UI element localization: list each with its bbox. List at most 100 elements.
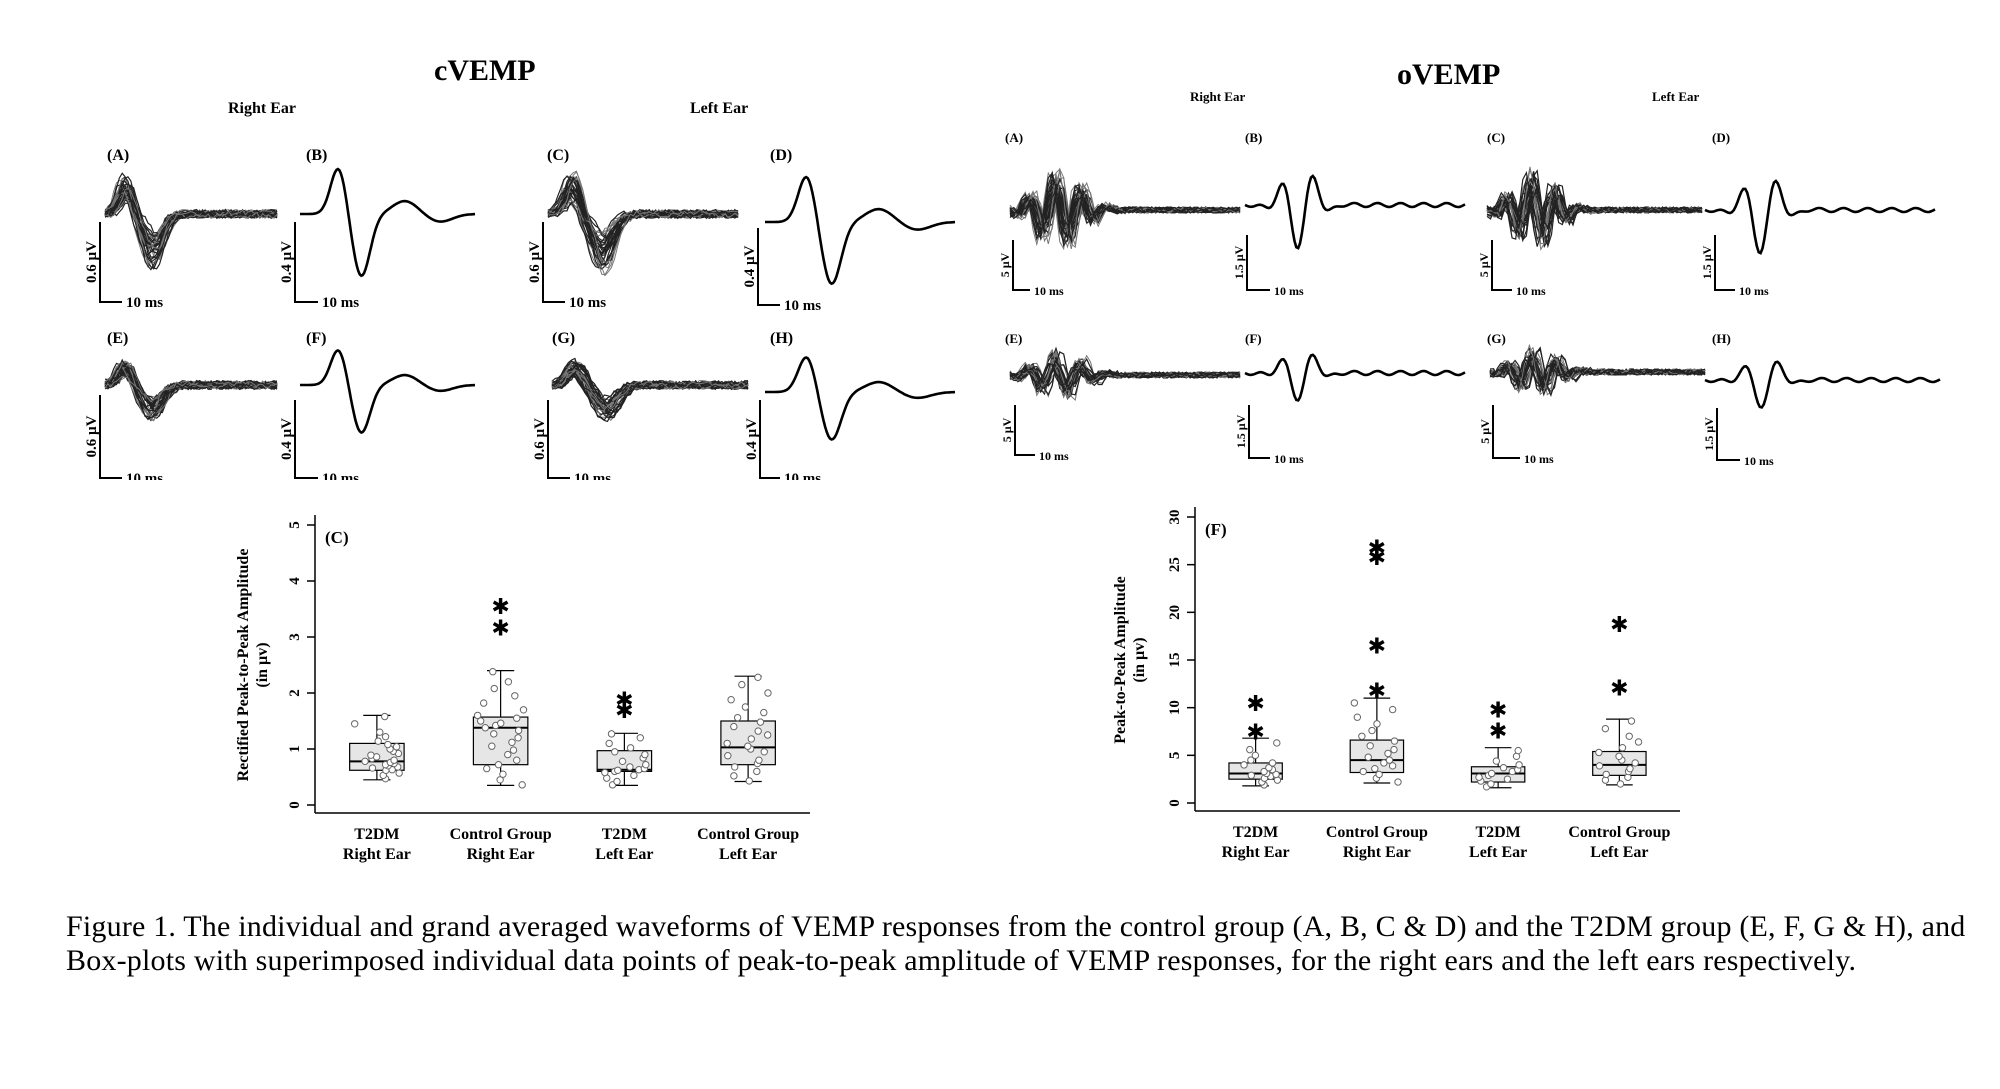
data-point <box>1247 771 1256 780</box>
data-point <box>1247 756 1255 764</box>
data-point <box>754 673 762 682</box>
panel-label: (H) <box>1712 331 1731 346</box>
amplitude-scale-label: 5 µV <box>1478 419 1492 444</box>
data-point <box>601 768 609 777</box>
category-label: Right Ear <box>467 846 535 863</box>
time-scale-label: 10 ms <box>784 298 821 314</box>
individual-trace <box>1489 356 1706 387</box>
category-label: Control Group <box>1568 824 1670 841</box>
time-scale-label: 10 ms <box>1039 449 1069 463</box>
data-point <box>760 748 768 756</box>
amplitude-scale-label: 0.4 µV <box>742 245 758 287</box>
grand-average-trace <box>765 356 956 441</box>
scale-bar <box>294 222 318 303</box>
data-point <box>741 703 750 711</box>
amplitude-scale-label: 1.5 µV <box>1232 245 1246 279</box>
data-point <box>630 771 638 780</box>
data-point <box>509 746 518 754</box>
y-tick-label: 15 <box>1167 653 1183 668</box>
data-point <box>490 730 498 738</box>
waveform-panels: (A) 0.6 µV 10 ms (B) 0.4 µV 10 ms (C) 0.6 µV 10 … <box>84 130 1941 480</box>
scale-bar <box>1716 408 1740 461</box>
data-point <box>514 726 523 735</box>
panel-label: (B) <box>1245 130 1262 145</box>
data-point <box>1503 775 1512 783</box>
cvemp-left-ear-label: Left Ear <box>690 100 749 117</box>
category-label: T2DM <box>602 826 647 843</box>
time-scale-label: 10 ms <box>1034 284 1064 298</box>
data-point <box>641 750 649 759</box>
data-point <box>519 706 528 714</box>
time-scale-label: 10 ms <box>126 295 163 311</box>
individual-trace <box>1489 355 1706 389</box>
y-tick-label: 30 <box>1167 510 1183 525</box>
time-scale-label: 10 ms <box>574 471 611 480</box>
data-point <box>518 781 526 789</box>
category-label: T2DM <box>1475 824 1520 841</box>
panel-label: (D) <box>770 147 792 164</box>
data-point <box>1380 759 1388 767</box>
panel-label: (E) <box>107 330 128 347</box>
panel-label: (C) <box>325 528 349 547</box>
data-point <box>1634 738 1643 746</box>
grand-average-trace <box>300 167 476 278</box>
time-scale-label: 10 ms <box>126 471 163 480</box>
individual-trace <box>1009 171 1241 245</box>
data-point <box>611 748 619 756</box>
panel-label: (F) <box>1245 331 1262 346</box>
data-point <box>1394 778 1402 786</box>
data-point <box>1385 756 1394 764</box>
scale-bar <box>1246 235 1270 291</box>
individual-trace <box>1489 358 1706 387</box>
data-point <box>755 756 763 764</box>
data-point <box>1272 770 1280 779</box>
y-tick-label: 25 <box>1167 557 1183 572</box>
y-tick-label: 2 <box>287 689 303 697</box>
scale-bar <box>547 400 570 479</box>
outlier-mark: ✱ <box>1610 612 1628 637</box>
data-point <box>1251 751 1260 760</box>
individual-trace <box>547 177 739 263</box>
data-point <box>384 740 392 749</box>
category-label: Right Ear <box>1343 844 1411 861</box>
data-point <box>1364 753 1372 761</box>
data-point <box>642 760 650 769</box>
amplitude-scale-label: 0.4 µV <box>279 241 295 283</box>
y-axis-label: (in µv) <box>254 642 271 687</box>
panel-label: (C) <box>547 147 569 164</box>
data-point <box>395 769 403 777</box>
data-point <box>1373 720 1381 728</box>
y-tick-label: 4 <box>287 577 303 585</box>
outlier-mark: ✱ <box>615 688 633 713</box>
data-point <box>1375 770 1383 779</box>
data-point <box>1514 746 1522 755</box>
data-point <box>511 692 519 700</box>
panel-label: (B) <box>306 147 327 164</box>
outlier-mark: ✱ <box>1368 634 1386 659</box>
scale-bar <box>542 222 565 303</box>
individual-trace <box>547 175 739 263</box>
time-scale-label: 10 ms <box>322 295 359 311</box>
box-plot-f: 0 5 10 15 20 25 30 Peak-to-Peak Amplitude (in µv… <box>1112 507 1680 861</box>
ovemp-title: oVEMP <box>1397 58 1501 91</box>
data-point <box>513 714 521 722</box>
data-point <box>1499 764 1508 772</box>
category-label: Left Ear <box>595 846 653 863</box>
data-point <box>744 742 752 750</box>
data-point <box>613 777 621 786</box>
amplitude-scale-label: 0.6 µV <box>84 241 100 283</box>
category-label: Left Ear <box>1469 844 1527 861</box>
outlier-mark: ✱ <box>1368 545 1386 570</box>
individual-trace <box>1489 343 1706 396</box>
time-scale-label: 10 ms <box>1516 284 1546 298</box>
category-label: Right Ear <box>343 846 411 863</box>
outlier-mark: ✱ <box>1368 679 1386 704</box>
data-point <box>605 739 613 748</box>
panel-label: (G) <box>1487 331 1506 346</box>
data-point <box>1268 759 1277 767</box>
panel-label: (F) <box>306 330 326 347</box>
data-point <box>731 763 739 771</box>
data-point <box>724 752 732 760</box>
data-point <box>738 680 746 689</box>
data-point <box>1388 705 1397 714</box>
